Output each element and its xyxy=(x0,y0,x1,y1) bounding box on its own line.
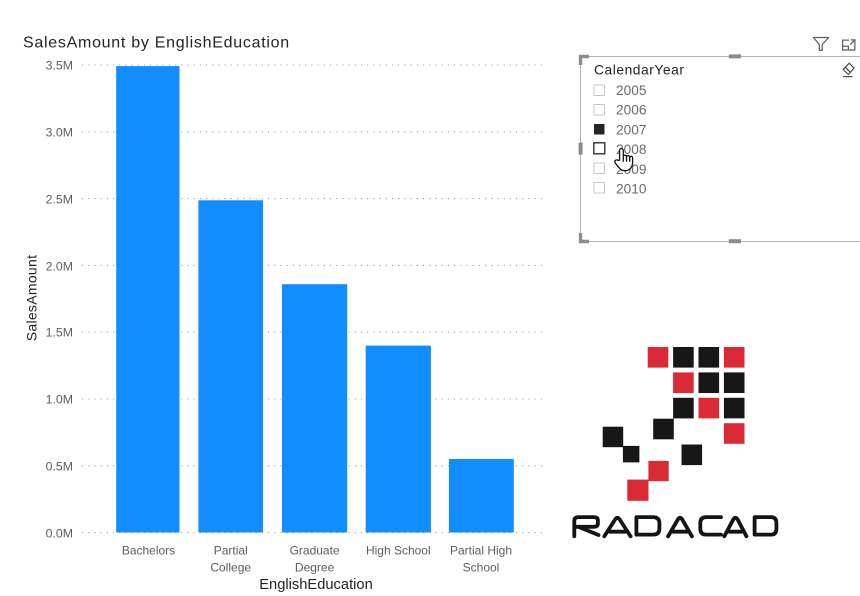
svg-text:2.0M: 2.0M xyxy=(46,260,73,274)
svg-text:Degree: Degree xyxy=(295,561,335,575)
svg-text:SalesAmount by EnglishEducatio: SalesAmount by EnglishEducation xyxy=(23,35,290,52)
svg-text:Graduate: Graduate xyxy=(290,544,340,558)
svg-text:3.0M: 3.0M xyxy=(46,126,73,140)
svg-text:Partial High: Partial High xyxy=(450,544,512,558)
svg-text:2005: 2005 xyxy=(616,83,647,98)
svg-text:2.5M: 2.5M xyxy=(46,193,73,207)
svg-text:School: School xyxy=(463,561,500,575)
svg-text:2010: 2010 xyxy=(616,182,647,197)
svg-text:1.0M: 1.0M xyxy=(46,393,73,407)
svg-text:2006: 2006 xyxy=(616,103,647,118)
svg-text:CalendarYear: CalendarYear xyxy=(594,62,684,77)
svg-text:2007: 2007 xyxy=(616,122,646,137)
svg-text:3.5M: 3.5M xyxy=(46,59,73,73)
svg-text:SalesAmount: SalesAmount xyxy=(23,255,39,342)
svg-text:High School: High School xyxy=(366,544,431,558)
svg-text:1.5M: 1.5M xyxy=(46,326,73,340)
svg-text:Partial: Partial xyxy=(214,544,248,558)
svg-text:EnglishEducation: EnglishEducation xyxy=(259,577,373,593)
svg-text:College: College xyxy=(210,561,251,575)
svg-text:0.0M: 0.0M xyxy=(46,527,73,541)
svg-text:Bachelors: Bachelors xyxy=(122,544,175,558)
svg-text:0.5M: 0.5M xyxy=(46,460,73,474)
